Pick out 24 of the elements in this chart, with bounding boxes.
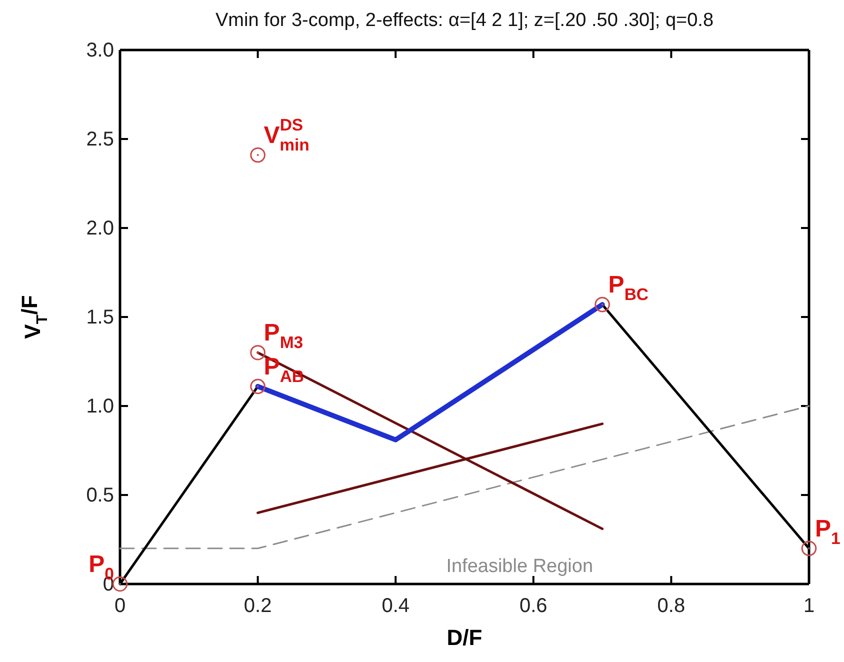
x-tick-label: 1 [803,595,815,618]
annotation: Infeasible Region [446,556,594,577]
point [801,540,817,556]
x-tick-label: 0.6 [519,595,548,618]
x-tick-label: 0.4 [382,595,410,618]
point [250,147,266,163]
y-tick-label: 3.0 [86,39,114,62]
point [250,344,266,360]
y-tick-label: 0.5 [86,484,114,506]
annotation: P$_{1}$ [815,515,840,548]
annotation: P$_{BC}$ [608,272,649,304]
y-tick-label: 1.5 [86,306,114,328]
annotation: P$_{M3}$ [264,320,304,352]
point [112,576,128,592]
y-tick-label: 2.5 [86,128,114,150]
y-tick-label: 1.0 [86,395,114,418]
annotation: P$_{AB}$ [264,353,304,386]
y-tick-label: 2.0 [86,217,114,240]
x-tick-label: 0.2 [244,595,272,618]
point [594,296,610,312]
x-tick-label: 0.8 [657,595,686,618]
chart-title: Vmin for 3-comp, 2-effects: α=[4 2 1]; z=[.20 .50 .30]; q=0.8 [215,10,714,31]
x-axis-title: D/F [446,625,482,650]
point [250,378,266,394]
